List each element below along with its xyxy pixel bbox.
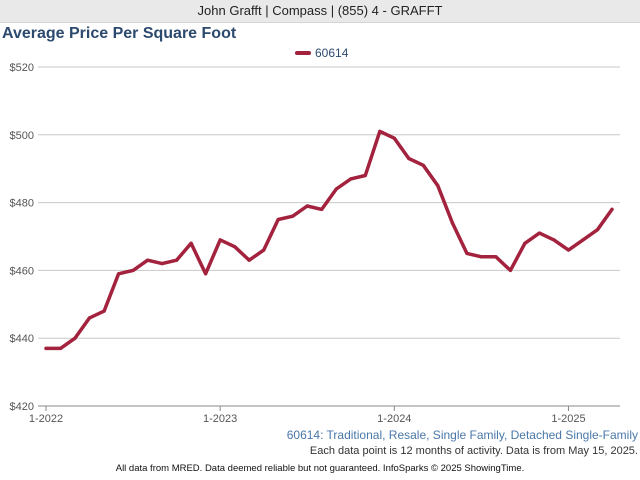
y-tick-label: $420 xyxy=(10,401,34,413)
y-tick-label: $460 xyxy=(10,265,34,277)
data-point xyxy=(436,184,440,188)
data-point xyxy=(204,272,208,276)
data-point xyxy=(407,156,411,161)
legend-swatch xyxy=(295,51,311,55)
data-point xyxy=(175,258,179,262)
data-point xyxy=(247,258,251,262)
series-points xyxy=(44,129,614,350)
legend-label: 60614 xyxy=(315,46,349,60)
chart-subtitle: 60614: Traditional, Resale, Single Famil… xyxy=(286,428,638,442)
data-point xyxy=(189,241,193,245)
data-point xyxy=(552,238,556,242)
data-point xyxy=(87,316,92,320)
y-tick-label: $480 xyxy=(10,198,34,210)
data-point xyxy=(610,207,614,211)
data-point xyxy=(305,204,309,208)
data-point xyxy=(494,255,498,259)
chart-title: Average Price Per Square Foot xyxy=(2,25,237,42)
series-line-60614 xyxy=(44,129,614,351)
data-point xyxy=(450,221,454,225)
y-tick-label: $440 xyxy=(10,333,34,345)
y-tick-label: $500 xyxy=(10,130,34,142)
data-point xyxy=(73,336,77,340)
data-note: Each data point is 12 months of activity… xyxy=(309,445,638,457)
footer-disclaimer: All data from MRED. Data deemed reliable… xyxy=(115,463,525,474)
data-point xyxy=(378,129,382,134)
data-point xyxy=(508,268,513,272)
data-point xyxy=(334,187,338,191)
data-point xyxy=(465,251,469,256)
data-point xyxy=(291,214,295,218)
data-point xyxy=(566,248,571,252)
x-tick-label: 1-2022 xyxy=(29,413,63,425)
data-point xyxy=(276,217,280,222)
data-point xyxy=(145,258,150,262)
data-point xyxy=(421,163,425,167)
data-point xyxy=(349,177,353,181)
data-point xyxy=(581,238,585,242)
data-point xyxy=(537,231,542,235)
x-tick-label: 1-2023 xyxy=(203,413,237,425)
data-point xyxy=(363,173,367,178)
data-point xyxy=(102,309,106,313)
x-axis-ticks: 1-2022 1-2023 1-2024 1-2025 xyxy=(29,406,586,425)
x-tick-label: 1-2025 xyxy=(551,413,585,425)
y-axis-ticks: $420 $440 $460 $480 $500 $520 xyxy=(10,62,34,413)
data-point xyxy=(160,262,164,266)
data-point xyxy=(523,241,527,245)
agent-header: John Grafft | Compass | (855) 4 - GRAFFT xyxy=(0,0,640,23)
data-point xyxy=(116,272,121,276)
data-point xyxy=(44,346,48,350)
x-tick-label: 1-2024 xyxy=(377,413,411,425)
legend[interactable]: 60614 xyxy=(295,46,348,60)
data-point xyxy=(218,238,222,242)
data-point xyxy=(233,245,237,249)
data-point xyxy=(392,136,396,140)
data-point xyxy=(262,248,266,252)
data-point xyxy=(131,268,135,272)
grid-lines xyxy=(38,66,620,407)
y-tick-label: $520 xyxy=(10,62,34,74)
data-point xyxy=(479,255,483,259)
data-point xyxy=(595,228,600,232)
data-point xyxy=(320,207,324,211)
data-point xyxy=(58,346,63,350)
